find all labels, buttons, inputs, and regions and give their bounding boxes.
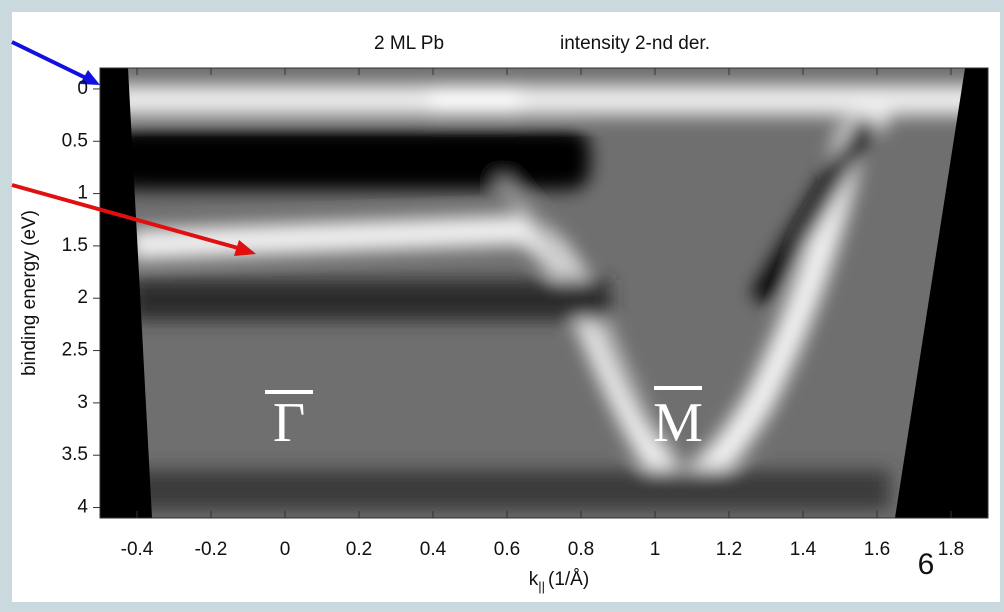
y-tick-label: 1.5 xyxy=(62,235,88,256)
x-axis-label-main: k xyxy=(529,569,539,590)
blue-arrow xyxy=(11,40,100,85)
y-tick-label: 3 xyxy=(77,392,88,413)
annotation-m: M xyxy=(653,392,703,454)
x-axis-label: k|| xyxy=(529,569,545,594)
y-tick-label: 1 xyxy=(77,183,88,204)
chart-title: 2 ML Pb xyxy=(374,33,444,54)
y-tick-label: 0.5 xyxy=(62,130,88,151)
chart-subtitle: intensity 2-nd der. xyxy=(560,33,710,54)
intensity-image xyxy=(100,68,988,518)
x-tick-label: 0.6 xyxy=(494,539,520,560)
y-tick-label: 3.5 xyxy=(62,444,88,465)
y-tick-label: 2 xyxy=(77,287,88,308)
red-arrow xyxy=(11,183,256,256)
y-axis-label: binding energy (eV) xyxy=(19,210,40,376)
x-tick-label: 1.4 xyxy=(790,539,817,560)
x-tick-label: 0.4 xyxy=(420,539,447,560)
annotation-gamma: Γ xyxy=(273,392,305,454)
x-tick-label: 0 xyxy=(280,539,291,560)
y-tick-label: 4 xyxy=(77,497,88,518)
page-number: 6 xyxy=(918,548,935,581)
x-axis-label-sub: || xyxy=(538,579,545,594)
x-tick-label: 0.8 xyxy=(568,539,594,560)
x-tick-label: -0.2 xyxy=(195,539,228,560)
x-axis-unit: (1/Å) xyxy=(548,569,589,590)
x-tick-label: 1.6 xyxy=(864,539,890,560)
x-tick-label: 1 xyxy=(650,539,661,560)
x-tick-label: 1.8 xyxy=(938,539,964,560)
x-tick-label: 1.2 xyxy=(716,539,742,560)
x-tick-label: -0.4 xyxy=(121,539,154,560)
y-tick-label: 2.5 xyxy=(62,340,88,361)
plot-frame xyxy=(99,67,989,519)
y-tick-label: 0 xyxy=(77,78,88,99)
x-tick-label: 0.2 xyxy=(346,539,372,560)
